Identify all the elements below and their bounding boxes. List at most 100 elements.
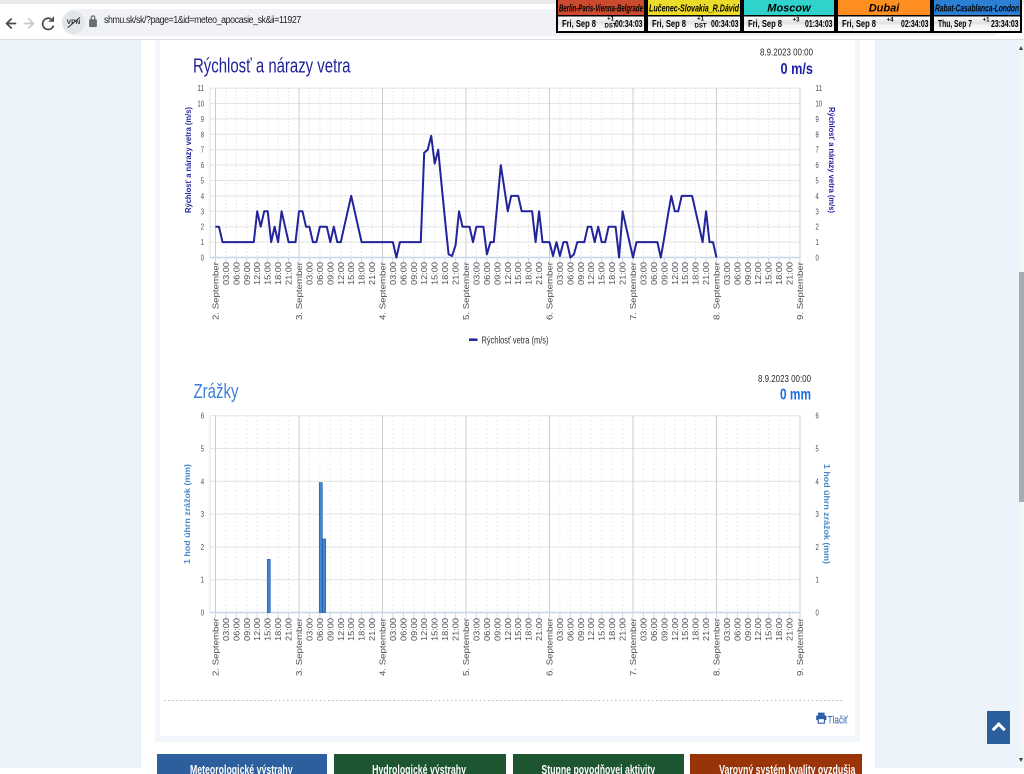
svg-text:18:00: 18:00: [691, 618, 701, 641]
svg-text:12:00: 12:00: [419, 262, 429, 285]
svg-text:3: 3: [816, 206, 819, 216]
svg-text:5: 5: [201, 176, 204, 186]
svg-text:2: 2: [201, 222, 204, 232]
svg-text:09:00: 09:00: [492, 262, 502, 285]
svg-text:0: 0: [201, 608, 204, 618]
svg-text:0 m/s: 0 m/s: [781, 61, 814, 78]
svg-text:10: 10: [816, 99, 823, 109]
svg-text:06:00: 06:00: [649, 618, 659, 641]
svg-text:4: 4: [201, 476, 204, 486]
svg-text:4: 4: [816, 191, 819, 201]
svg-text:15:00: 15:00: [430, 618, 440, 641]
svg-text:2: 2: [201, 542, 204, 552]
svg-text:12:00: 12:00: [670, 262, 680, 285]
svg-text:21:00: 21:00: [618, 262, 628, 285]
svg-text:03:00: 03:00: [638, 262, 648, 285]
svg-text:09:00: 09:00: [576, 262, 586, 285]
svg-text:Rýchlosť a nárazy vetra (m/s): Rýchlosť a nárazy vetra (m/s): [183, 107, 193, 213]
svg-text:09:00: 09:00: [659, 618, 669, 641]
svg-text:18:00: 18:00: [691, 262, 701, 285]
svg-text:09:00: 09:00: [242, 262, 252, 285]
svg-text:21:00: 21:00: [701, 618, 711, 641]
svg-text:6: 6: [816, 411, 819, 421]
svg-text:Berlin-Paris-Vienna-Belgrade: Berlin-Paris-Vienna-Belgrade: [559, 4, 643, 15]
svg-text:4. September: 4. September: [378, 262, 388, 320]
svg-text:8.9.2023 00:00: 8.9.2023 00:00: [758, 374, 811, 385]
svg-text:12:00: 12:00: [586, 618, 596, 641]
svg-text:4: 4: [201, 191, 204, 201]
svg-text:18:00: 18:00: [524, 262, 534, 285]
svg-text:Rýchlosť a nárazy vetra: Rýchlosť a nárazy vetra: [193, 55, 351, 78]
svg-text:7: 7: [201, 145, 204, 155]
svg-text:3: 3: [201, 206, 204, 216]
svg-text:06:00: 06:00: [231, 262, 241, 285]
svg-text:15:00: 15:00: [764, 618, 774, 641]
svg-text:0: 0: [816, 253, 819, 263]
svg-text:06:00: 06:00: [231, 618, 241, 641]
svg-text:9: 9: [201, 114, 204, 124]
svg-text:18:00: 18:00: [607, 618, 617, 641]
svg-text:15:00: 15:00: [263, 618, 273, 641]
svg-text:09:00: 09:00: [576, 618, 586, 641]
svg-text:21:00: 21:00: [618, 618, 628, 641]
svg-text:+3: +3: [793, 18, 801, 24]
svg-text:15:00: 15:00: [430, 262, 440, 285]
svg-text:7. September: 7. September: [628, 618, 638, 676]
svg-text:09:00: 09:00: [409, 262, 419, 285]
svg-text:15:00: 15:00: [597, 618, 607, 641]
svg-text:18:00: 18:00: [774, 262, 784, 285]
svg-text:DST: DST: [695, 24, 707, 30]
svg-text:06:00: 06:00: [565, 618, 575, 641]
svg-text:03:00: 03:00: [722, 618, 732, 641]
svg-text:18:00: 18:00: [607, 262, 617, 285]
svg-text:Lučenec-Slovakia_R.Dávid: Lučenec-Slovakia_R.Dávid: [649, 4, 740, 15]
svg-text:8: 8: [816, 129, 819, 139]
svg-text:DST: DST: [605, 24, 617, 30]
svg-text:21:00: 21:00: [534, 262, 544, 285]
svg-text:15:00: 15:00: [680, 618, 690, 641]
svg-text:09:00: 09:00: [325, 262, 335, 285]
svg-text:06:00: 06:00: [565, 262, 575, 285]
svg-text:06:00: 06:00: [315, 262, 325, 285]
svg-text:3: 3: [201, 509, 204, 519]
svg-text:21:00: 21:00: [701, 262, 711, 285]
svg-text:12:00: 12:00: [252, 618, 262, 641]
svg-text:12:00: 12:00: [753, 618, 763, 641]
svg-text:21:00: 21:00: [785, 262, 795, 285]
svg-text:1: 1: [201, 237, 204, 247]
svg-text:7. September: 7. September: [628, 262, 638, 320]
svg-text:09:00: 09:00: [743, 618, 753, 641]
svg-text:Moscow: Moscow: [767, 3, 812, 15]
svg-text:06:00: 06:00: [732, 262, 742, 285]
svg-text:03:00: 03:00: [304, 262, 314, 285]
svg-text:09:00: 09:00: [492, 618, 502, 641]
svg-text:15:00: 15:00: [597, 262, 607, 285]
svg-text:5. September: 5. September: [461, 618, 471, 676]
svg-text:23:34:03: 23:34:03: [991, 18, 1019, 30]
svg-text:18:00: 18:00: [440, 262, 450, 285]
svg-text:03:00: 03:00: [638, 618, 648, 641]
svg-text:09:00: 09:00: [409, 618, 419, 641]
svg-text:06:00: 06:00: [482, 262, 492, 285]
svg-text:6: 6: [201, 160, 204, 170]
svg-text:18:00: 18:00: [273, 618, 283, 641]
svg-text:6. September: 6. September: [545, 618, 555, 676]
svg-text:12:00: 12:00: [753, 262, 763, 285]
svg-text:Rýchlosť a nárazy vetra (m/s): Rýchlosť a nárazy vetra (m/s): [827, 107, 837, 213]
svg-text:0: 0: [201, 253, 204, 263]
svg-text:12:00: 12:00: [503, 618, 513, 641]
svg-text:21:00: 21:00: [451, 618, 461, 641]
svg-text:21:00: 21:00: [284, 618, 294, 641]
svg-text:Fri, Sep 8: Fri, Sep 8: [748, 18, 782, 30]
svg-text:06:00: 06:00: [398, 262, 408, 285]
svg-text:+1: +1: [983, 18, 991, 24]
svg-text:Fri, Sep 8: Fri, Sep 8: [652, 18, 686, 30]
svg-text:03:00: 03:00: [555, 262, 565, 285]
svg-text:5: 5: [201, 444, 204, 454]
svg-text:8: 8: [201, 129, 204, 139]
svg-text:21:00: 21:00: [284, 262, 294, 285]
svg-text:21:00: 21:00: [534, 618, 544, 641]
svg-text:09:00: 09:00: [659, 262, 669, 285]
svg-text:5: 5: [816, 444, 819, 454]
svg-text:5. September: 5. September: [461, 262, 471, 320]
